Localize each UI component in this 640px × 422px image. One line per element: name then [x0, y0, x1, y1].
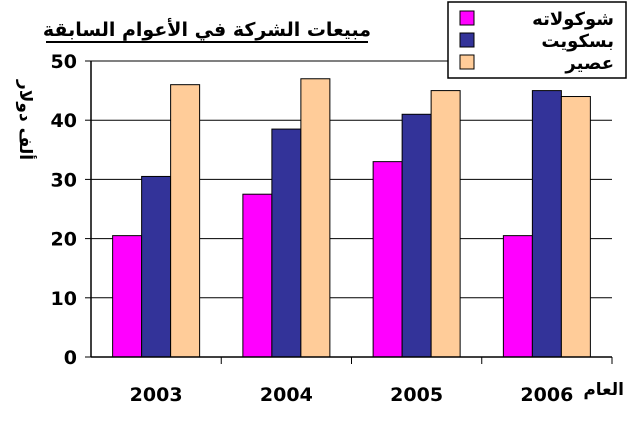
legend-label-1: بسكويت: [541, 31, 614, 52]
x-tick-label: 2004: [260, 384, 313, 406]
legend-label-2: عصير: [564, 53, 614, 74]
bar-2006-series-1: [531, 90, 562, 358]
bar-2003-series-2: [170, 84, 201, 358]
chart-title: مبيعات الشركة في الأعوام السابقة: [43, 18, 371, 41]
legend-swatch-0: [459, 10, 475, 26]
y-axis-label: ألف دولار: [15, 79, 37, 160]
legend-swatch-2: [459, 54, 475, 70]
bar-2003-series-1: [141, 175, 172, 358]
bar-2005-series-2: [430, 90, 461, 358]
bar-2004-series-1: [271, 128, 302, 358]
legend-swatch-1: [459, 32, 475, 48]
legend-box: [447, 1, 627, 79]
bars: [112, 78, 591, 358]
x-axis-label: العام: [583, 380, 624, 400]
axes: [85, 60, 613, 364]
x-tick-label: 2003: [130, 384, 183, 406]
bar-2004-series-2: [300, 78, 331, 358]
y-tick-label: 20: [51, 229, 77, 251]
legend-label-0: شوكولاته: [532, 9, 614, 30]
bar-2005-series-0: [372, 161, 403, 358]
bar-2004-series-0: [242, 193, 273, 358]
tick-labels: 0 10 20 30 40 50 2003 2004 2005 2006: [51, 51, 574, 406]
bar-2005-series-1: [401, 113, 432, 358]
bar-2006-series-2: [560, 96, 591, 358]
y-tick-label: 50: [51, 51, 77, 73]
y-tick-label: 40: [51, 110, 77, 132]
x-tick-label: 2005: [390, 384, 443, 406]
y-tick-label: 30: [51, 169, 77, 191]
y-tick-label: 0: [64, 347, 77, 369]
y-tick-label: 10: [51, 288, 77, 310]
bar-2006-series-0: [502, 235, 533, 358]
bar-2003-series-0: [112, 235, 143, 358]
x-tick-label: 2006: [520, 384, 573, 406]
